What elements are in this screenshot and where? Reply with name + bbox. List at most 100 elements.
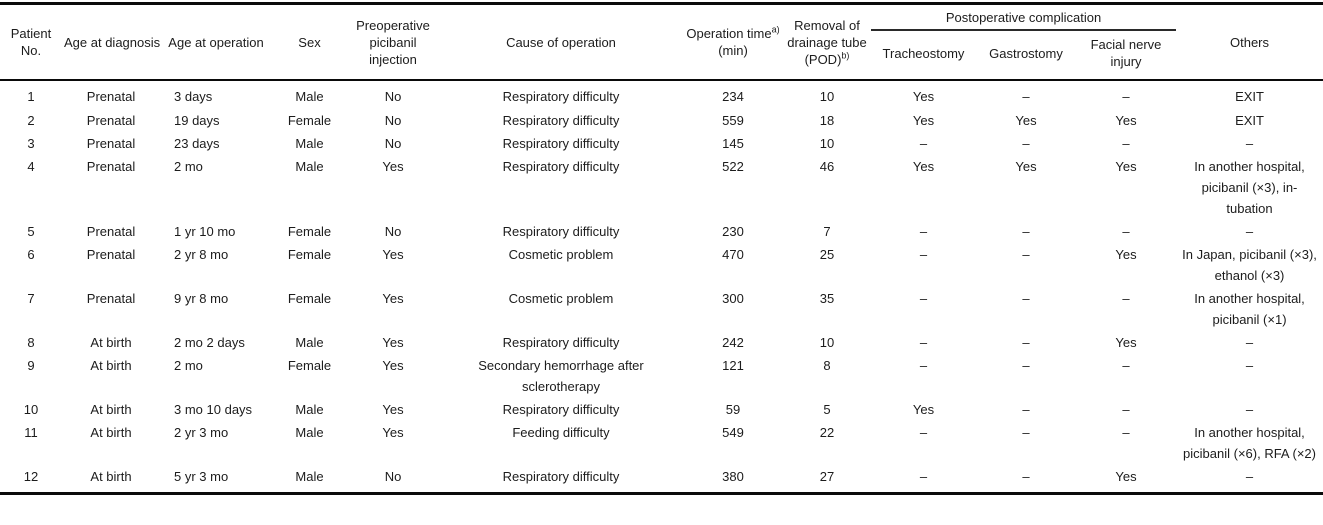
cell-age-diagnosis: At birth [90, 402, 132, 418]
cell-operation-time: 230 [722, 223, 744, 239]
cell-gastrostomy: – [1022, 89, 1030, 105]
cell-age-operation: 3 mo 10 days [174, 402, 253, 418]
table-row: 3 Prenatal 23 days Male No Respiratory d… [0, 132, 1323, 155]
cell-age-diagnosis: At birth [90, 334, 132, 350]
cell-gastrostomy: – [1022, 223, 1030, 239]
cell-drainage-pod: 8 [823, 358, 831, 374]
cell-cause: Respiratory difficulty [502, 89, 620, 105]
cell-age-operation: 23 days [174, 135, 220, 151]
table-row: 9 At birth 2 mo Female Yes Secondary hem… [0, 354, 1323, 398]
cell-facial-nerve: – [1122, 402, 1130, 418]
cell-patient-no: 7 [27, 290, 35, 306]
cell-tracheostomy: Yes [912, 402, 935, 418]
cell-drainage-pod: 22 [819, 425, 835, 441]
cell-others: – [1245, 223, 1254, 239]
cell-tracheostomy: – [919, 290, 928, 306]
table-row: 2 Prenatal 19 days Female No Respiratory… [0, 109, 1323, 132]
cell-patient-no: 12 [23, 469, 39, 485]
col-header-sex: Sex [298, 34, 321, 50]
cell-facial-nerve: – [1122, 425, 1130, 441]
cell-others: In another hospital, picibanil (×6), RFA… [1183, 425, 1316, 462]
cell-patient-no: 11 [24, 425, 38, 441]
cell-tracheostomy: – [919, 334, 928, 350]
cell-others: – [1245, 358, 1254, 374]
col-header-gastrostomy: Gastrostomy [989, 45, 1063, 61]
col-header-tracheostomy: Tracheostomy [882, 45, 965, 61]
cell-gastrostomy: – [1022, 246, 1030, 262]
cell-picibanil: No [384, 112, 402, 128]
cell-age-operation: 19 days [174, 112, 220, 128]
footnote-marker-b: b) [841, 50, 850, 61]
cell-cause: Respiratory difficulty [502, 402, 620, 418]
cell-others: In another hospital, picibanil (×1) [1194, 290, 1305, 327]
cell-drainage-pod: 5 [823, 402, 831, 418]
cell-cause: Cosmetic problem [508, 246, 614, 262]
cell-drainage-pod: 46 [819, 158, 835, 174]
cell-drainage-pod: 7 [823, 223, 831, 239]
patient-summary-table: Patient No. Age at diagnosis Age at oper… [0, 2, 1323, 496]
cell-gastrostomy: – [1022, 358, 1030, 374]
cell-facial-nerve: Yes [1115, 469, 1137, 485]
cell-gastrostomy: Yes [1015, 158, 1037, 174]
cell-sex: Male [295, 334, 324, 350]
cell-operation-time: 559 [722, 112, 744, 128]
cell-others: – [1245, 402, 1254, 418]
table-row: 4 Prenatal 2 mo Male Yes Respiratory dif… [0, 155, 1323, 220]
table-row: 10 At birth 3 mo 10 days Male Yes Respir… [0, 398, 1323, 421]
cell-tracheostomy: Yes [912, 89, 935, 105]
cell-gastrostomy: – [1022, 290, 1030, 306]
cell-others: EXIT [1235, 89, 1264, 105]
cell-age-operation: 2 yr 8 mo [174, 246, 229, 262]
cell-facial-nerve: Yes [1115, 112, 1137, 128]
cell-age-diagnosis: Prenatal [86, 112, 136, 128]
col-header-drainage-removal: Removal of drainage tube (POD)b) [783, 4, 871, 81]
cell-others: In another hospital, picibanil (×3), in-… [1194, 158, 1305, 216]
cell-gastrostomy: – [1022, 334, 1030, 350]
cell-patient-no: 10 [23, 402, 39, 418]
table-row: 11 At birth 2 yr 3 mo Male Yes Feeding d… [0, 421, 1323, 465]
cell-patient-no: 8 [27, 334, 35, 350]
cell-sex: Male [295, 158, 324, 174]
cell-drainage-pod: 10 [819, 334, 835, 350]
cell-age-diagnosis: Prenatal [86, 135, 136, 151]
cell-tracheostomy: – [919, 135, 928, 151]
col-header-operation-time: Operation timea) (min) [683, 4, 783, 81]
cell-operation-time: 549 [722, 425, 744, 441]
cell-drainage-pod: 27 [819, 469, 835, 485]
cell-cause: Respiratory difficulty [502, 469, 620, 485]
cell-age-diagnosis: At birth [90, 358, 132, 374]
cell-picibanil: Yes [382, 425, 404, 441]
cell-age-operation: 5 yr 3 mo [174, 469, 229, 485]
table-row: 8 At birth 2 mo 2 days Male Yes Respirat… [0, 331, 1323, 354]
cell-patient-no: 2 [27, 112, 35, 128]
cell-facial-nerve: Yes [1115, 246, 1137, 262]
cell-facial-nerve: Yes [1115, 158, 1137, 174]
cell-picibanil: No [384, 135, 402, 151]
cell-tracheostomy: – [919, 246, 928, 262]
col-header-age-at-operation: Age at operation [168, 34, 264, 50]
cell-picibanil: Yes [382, 402, 404, 418]
table-row: 6 Prenatal 2 yr 8 mo Female Yes Cosmetic… [0, 243, 1323, 287]
cell-sex: Female [287, 246, 332, 262]
cell-patient-no: 3 [27, 135, 35, 151]
cell-patient-no: 4 [27, 158, 35, 174]
cell-cause: Cosmetic problem [508, 290, 614, 306]
cell-gastrostomy: – [1022, 402, 1030, 418]
cell-age-operation: 3 days [174, 89, 213, 105]
cell-tracheostomy: – [919, 223, 928, 239]
table-row: 1 Prenatal 3 days Male No Respiratory di… [0, 80, 1323, 108]
cell-facial-nerve: – [1122, 223, 1130, 239]
cell-facial-nerve: – [1122, 89, 1130, 105]
group-header-postoperative-complication: Postoperative complication [871, 3, 1177, 32]
cell-sex: Female [287, 358, 332, 374]
cell-cause: Feeding difficulty [512, 425, 610, 441]
cell-gastrostomy: Yes [1015, 112, 1037, 128]
cell-age-diagnosis: Prenatal [86, 89, 136, 105]
cell-picibanil: Yes [382, 290, 404, 306]
cell-age-diagnosis: Prenatal [86, 246, 136, 262]
cell-operation-time: 300 [722, 290, 744, 306]
cell-age-diagnosis: At birth [90, 469, 132, 485]
cell-age-operation: 2 mo [174, 358, 203, 374]
cell-sex: Male [295, 402, 324, 418]
cell-tracheostomy: – [919, 425, 928, 441]
